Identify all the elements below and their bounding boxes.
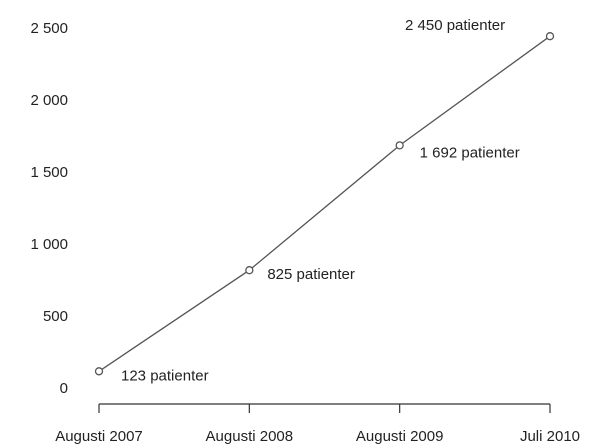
x-tick-label: Augusti 2007	[55, 428, 143, 445]
value-label: 2 450 patienter	[405, 17, 505, 34]
y-tick-label: 1 000	[30, 236, 68, 253]
line	[98, 35, 551, 372]
x-tick-label: Augusti 2008	[206, 428, 294, 445]
x-tick-label: Juli 2010	[520, 428, 580, 445]
marker	[94, 367, 104, 376]
value-label: 1 692 patienter	[420, 144, 520, 161]
y-tick-label: 1 500	[30, 164, 68, 181]
y-tick-label: 2 000	[30, 92, 68, 109]
marker	[395, 141, 404, 150]
marker	[245, 266, 254, 275]
marker	[545, 32, 555, 41]
y-tick-label: 0	[60, 380, 68, 397]
value-label: 123 patienter	[121, 367, 209, 384]
y-tick-label: 500	[43, 308, 68, 325]
x-tick-label: Augusti 2009	[356, 428, 444, 445]
value-label: 825 patienter	[267, 266, 355, 283]
y-tick-label: 2 500	[30, 20, 68, 37]
